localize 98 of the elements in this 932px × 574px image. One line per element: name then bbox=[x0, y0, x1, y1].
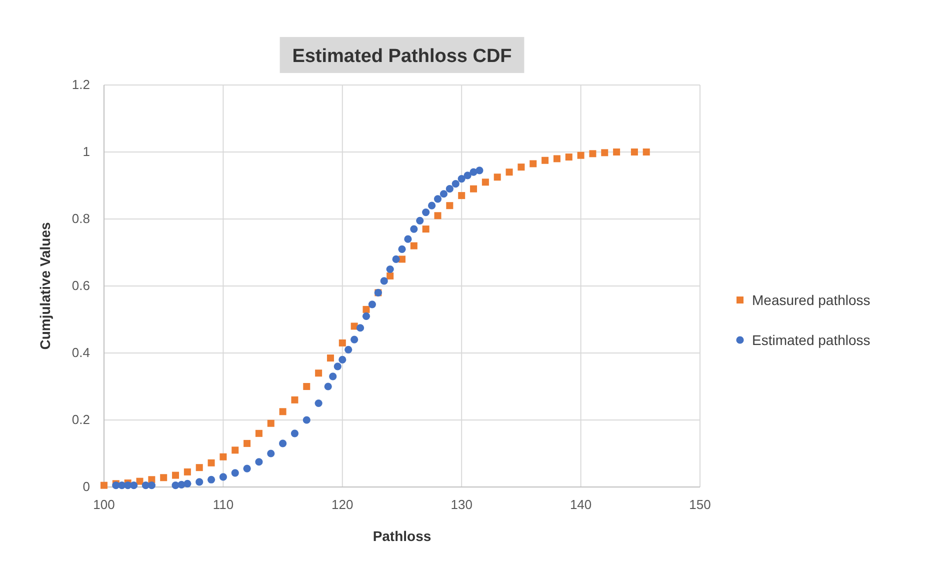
x-tick-label: 150 bbox=[689, 497, 711, 512]
point bbox=[458, 192, 466, 200]
point bbox=[452, 180, 460, 188]
chart-title: Estimated Pathloss CDF bbox=[292, 46, 512, 67]
y-tick-label: 0.6 bbox=[72, 278, 90, 293]
point bbox=[302, 416, 310, 424]
point bbox=[279, 408, 286, 416]
point bbox=[232, 446, 239, 454]
point bbox=[324, 382, 332, 390]
point bbox=[184, 480, 192, 488]
point bbox=[410, 225, 418, 233]
point bbox=[244, 440, 251, 447]
point bbox=[338, 356, 346, 364]
point bbox=[422, 208, 430, 216]
legend-label: Estimated pathloss bbox=[752, 332, 870, 348]
point bbox=[255, 430, 262, 437]
point bbox=[428, 202, 436, 210]
point bbox=[243, 464, 251, 472]
point bbox=[344, 346, 352, 354]
point bbox=[392, 255, 400, 263]
point bbox=[434, 195, 442, 203]
point bbox=[368, 300, 376, 308]
point bbox=[422, 226, 430, 233]
point bbox=[184, 468, 191, 476]
point bbox=[196, 464, 203, 472]
point bbox=[291, 396, 298, 404]
y-tick-label: 0.8 bbox=[72, 211, 90, 226]
point bbox=[458, 175, 466, 183]
point bbox=[565, 154, 572, 161]
point bbox=[482, 178, 489, 186]
point bbox=[470, 185, 478, 192]
point bbox=[338, 339, 346, 346]
point bbox=[329, 372, 337, 380]
x-tick-label: 140 bbox=[570, 497, 592, 512]
point bbox=[267, 450, 275, 458]
point bbox=[100, 482, 108, 489]
point bbox=[356, 324, 364, 332]
point bbox=[267, 420, 274, 427]
point bbox=[148, 482, 156, 490]
point bbox=[464, 172, 472, 180]
point bbox=[642, 148, 650, 156]
point bbox=[440, 190, 448, 198]
y-tick-label: 0 bbox=[82, 479, 90, 494]
point bbox=[398, 256, 406, 263]
point bbox=[314, 399, 322, 408]
point bbox=[530, 160, 537, 168]
legend-label: Measured pathloss bbox=[752, 292, 870, 308]
point bbox=[434, 212, 442, 220]
point bbox=[196, 478, 204, 486]
y-tick-label: 0.2 bbox=[72, 412, 90, 427]
point bbox=[290, 430, 299, 438]
point bbox=[589, 150, 596, 158]
point bbox=[208, 459, 215, 466]
point bbox=[410, 242, 418, 250]
point bbox=[416, 216, 424, 224]
point bbox=[207, 476, 216, 484]
point bbox=[380, 277, 388, 285]
point bbox=[130, 482, 138, 490]
point bbox=[476, 166, 484, 174]
point bbox=[279, 440, 287, 448]
x-tick-label: 110 bbox=[212, 497, 234, 512]
point bbox=[160, 474, 168, 482]
point bbox=[136, 478, 144, 485]
point bbox=[303, 383, 310, 390]
point bbox=[506, 168, 513, 176]
point bbox=[255, 458, 263, 466]
point bbox=[362, 312, 370, 320]
y-tick-label: 0.4 bbox=[72, 345, 90, 360]
point bbox=[362, 306, 370, 313]
point bbox=[630, 148, 638, 156]
point bbox=[219, 473, 227, 481]
y-tick-label: 1 bbox=[82, 144, 90, 159]
point bbox=[398, 245, 406, 253]
y-tick-label: 1.2 bbox=[72, 77, 90, 92]
point bbox=[494, 174, 501, 181]
point bbox=[446, 185, 454, 193]
point bbox=[220, 453, 227, 460]
point bbox=[613, 148, 620, 156]
point bbox=[601, 149, 608, 156]
point bbox=[386, 265, 394, 274]
point bbox=[404, 235, 412, 243]
point bbox=[315, 370, 322, 377]
point bbox=[386, 272, 394, 280]
x-tick-label: 100 bbox=[93, 497, 115, 512]
point bbox=[326, 354, 334, 362]
point bbox=[334, 362, 342, 370]
point bbox=[350, 336, 358, 344]
point bbox=[553, 155, 560, 162]
point bbox=[172, 472, 180, 479]
point bbox=[577, 152, 584, 159]
point bbox=[518, 164, 525, 171]
x-tick-label: 120 bbox=[332, 497, 354, 512]
point bbox=[446, 202, 454, 210]
x-tick-label: 130 bbox=[450, 497, 472, 512]
x-axis-title: Pathloss bbox=[372, 528, 432, 544]
point bbox=[231, 469, 239, 477]
point bbox=[542, 156, 549, 164]
y-axis-title: Cumjulative Values bbox=[37, 222, 53, 350]
